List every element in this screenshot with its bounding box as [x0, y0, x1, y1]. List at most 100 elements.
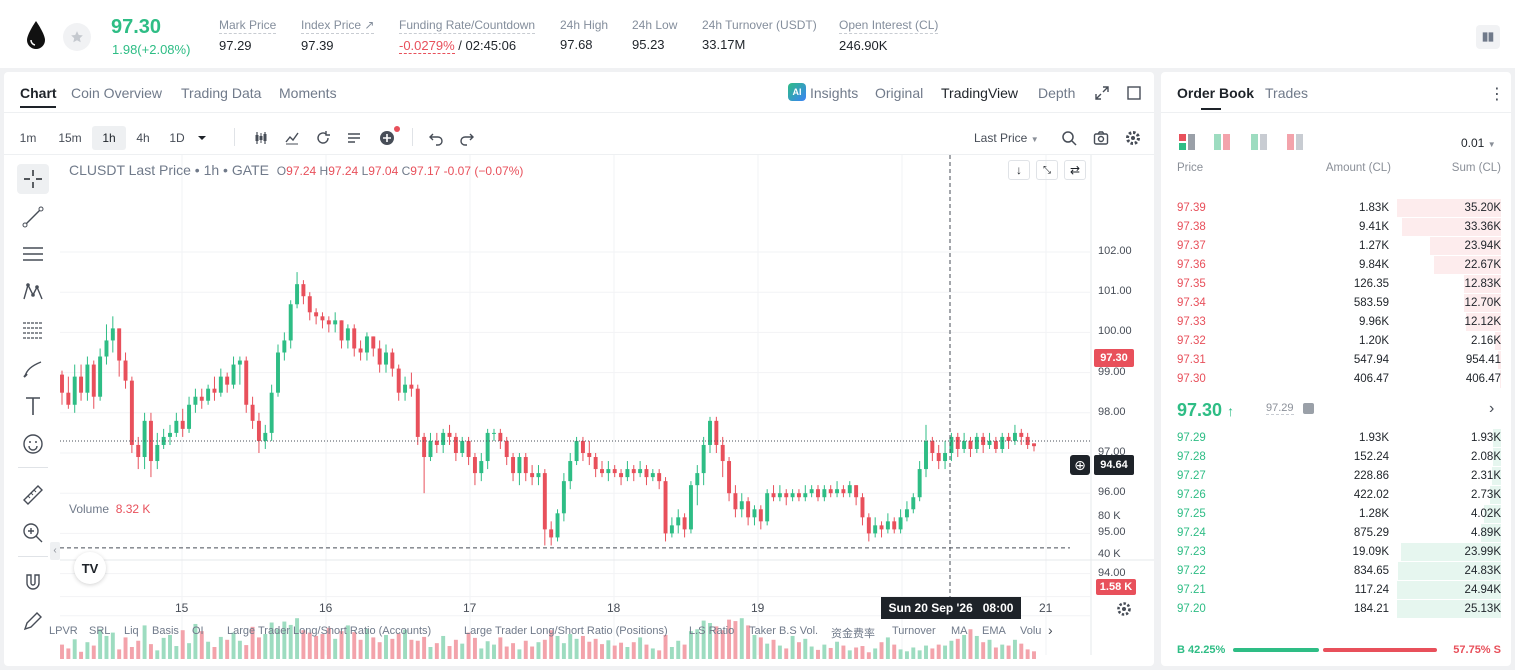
- tab-depth[interactable]: Depth: [1038, 85, 1076, 101]
- crosshair-tool[interactable]: [17, 164, 49, 194]
- favorite-star-icon[interactable]: [63, 23, 91, 51]
- collapse-toolbar-icon[interactable]: ‹: [50, 542, 60, 560]
- bid-row[interactable]: 97.29 1.93K 1.93K: [1177, 429, 1501, 448]
- timeframe-4h[interactable]: 4h: [136, 131, 150, 145]
- stat-label[interactable]: Index Price ↗: [301, 18, 375, 34]
- timeframe-1d[interactable]: 1D: [169, 131, 185, 145]
- tab-order-book[interactable]: Order Book: [1177, 85, 1255, 101]
- text-tool[interactable]: [17, 391, 49, 421]
- indicator-turnover[interactable]: Turnover: [892, 625, 936, 637]
- ask-row[interactable]: 97.36 9.84K 22.67K: [1177, 256, 1501, 275]
- bid-row[interactable]: 97.21 117.24 24.94K: [1177, 581, 1501, 600]
- price-type-select[interactable]: Last Price ▼: [974, 126, 1039, 152]
- indicator-srl[interactable]: SRL: [89, 625, 111, 637]
- tab-original[interactable]: Original: [875, 85, 924, 101]
- precision-select[interactable]: 0.01 ▼: [1461, 136, 1496, 150]
- add-indicator-icon[interactable]: [378, 129, 396, 147]
- ask-row[interactable]: 97.31 547.94 954.41: [1177, 351, 1501, 370]
- ask-row[interactable]: 97.32 1.20K 2.16K: [1177, 332, 1501, 351]
- indicators-icon[interactable]: [283, 129, 301, 147]
- chart-settings-icon[interactable]: [1116, 601, 1132, 617]
- bid-row[interactable]: 97.20 184.21 25.13K: [1177, 600, 1501, 619]
- fib-retracement-tool[interactable]: [17, 315, 49, 345]
- timeframe-1h[interactable]: 1h: [92, 126, 126, 150]
- timeframe-15m[interactable]: 15m: [58, 131, 82, 145]
- swap-icon[interactable]: ⇄: [1064, 160, 1086, 180]
- indicator-basis[interactable]: Basis: [152, 625, 179, 637]
- view-split-icon[interactable]: [1214, 134, 1230, 153]
- stat-label[interactable]: Open Interest (CL): [839, 18, 939, 34]
- ask-row[interactable]: 97.34 583.59 12.70K: [1177, 294, 1501, 313]
- ask-row[interactable]: 97.30 406.47 406.47: [1177, 370, 1501, 389]
- add-alert-icon[interactable]: ⊕: [1070, 455, 1090, 475]
- settings-gear-icon[interactable]: [1124, 129, 1142, 147]
- tradingview-logo[interactable]: TV: [74, 552, 106, 584]
- indicator-liq[interactable]: Liq: [124, 625, 139, 637]
- tab-trading-data[interactable]: Trading Data: [181, 85, 262, 101]
- indicator-ema[interactable]: EMA: [982, 625, 1006, 637]
- compare-icon[interactable]: [314, 129, 332, 147]
- horizontal-lines-tool[interactable]: [17, 239, 49, 269]
- zoom-in-icon[interactable]: [17, 518, 49, 548]
- ruler-tool[interactable]: [17, 480, 49, 510]
- bid-row[interactable]: 97.27 228.86 2.31K: [1177, 467, 1501, 486]
- more-options-icon[interactable]: ⋮: [1489, 86, 1505, 103]
- bid-row[interactable]: 97.22 834.65 24.83K: [1177, 562, 1501, 581]
- tab-chart[interactable]: Chart: [20, 85, 57, 101]
- brush-tool[interactable]: [17, 353, 49, 383]
- bid-row[interactable]: 97.26 422.02 2.73K: [1177, 486, 1501, 505]
- insights-button[interactable]: Insights: [810, 85, 859, 101]
- pattern-tool[interactable]: [17, 277, 49, 307]
- magnet-icon[interactable]: [17, 568, 49, 598]
- price-chart[interactable]: [4, 155, 1154, 666]
- expand-icon[interactable]: [1093, 84, 1111, 102]
- ask-row[interactable]: 97.37 1.27K 23.94K: [1177, 237, 1501, 256]
- search-icon[interactable]: [1060, 129, 1078, 147]
- window-icon[interactable]: [1125, 84, 1143, 102]
- volume-bar: [612, 645, 617, 659]
- book-icon[interactable]: [1476, 25, 1500, 49]
- pencil-lock-icon[interactable]: [17, 606, 49, 636]
- indicator-taker-bs-vol[interactable]: Taker B.S Vol.: [749, 625, 819, 637]
- view-bids-icon[interactable]: [1251, 134, 1267, 153]
- stat-label[interactable]: Mark Price: [219, 18, 277, 34]
- indicator-oi[interactable]: OI: [192, 625, 204, 637]
- indicator-ls-ratio[interactable]: L.S Ratio: [689, 625, 735, 637]
- bid-row[interactable]: 97.25 1.28K 4.02K: [1177, 505, 1501, 524]
- bid-row[interactable]: 97.24 875.29 4.89K: [1177, 524, 1501, 543]
- indicator-large-trader-accounts[interactable]: Large Trader Long/Short Ratio (Accounts): [227, 625, 432, 637]
- arrow-down-icon[interactable]: ↓: [1008, 160, 1030, 180]
- ask-row[interactable]: 97.38 9.41K 33.36K: [1177, 218, 1501, 237]
- trendline-tool[interactable]: [17, 202, 49, 232]
- template-icon[interactable]: [345, 129, 363, 147]
- indicator-large-trader-positions[interactable]: Large Trader Long/Short Ratio (Positions…: [464, 625, 668, 637]
- camera-icon[interactable]: [1092, 129, 1110, 147]
- tab-trades[interactable]: Trades: [1265, 85, 1309, 101]
- emoji-tool-icon[interactable]: [17, 429, 49, 459]
- candle-type-icon[interactable]: [252, 129, 270, 147]
- indicator-lpvr[interactable]: LPVR: [49, 625, 78, 637]
- candle-body: [225, 376, 230, 385]
- ask-row[interactable]: 97.33 9.96K 12.12K: [1177, 313, 1501, 332]
- view-asks-icon[interactable]: [1287, 134, 1303, 153]
- indicator-volume[interactable]: Volu: [1020, 625, 1042, 637]
- chevron-right-icon[interactable]: ›: [1048, 622, 1053, 638]
- indicator-funding-rate[interactable]: 资金费率: [831, 628, 875, 640]
- undo-icon[interactable]: [427, 129, 445, 147]
- ask-row[interactable]: 97.39 1.83K 35.20K: [1177, 199, 1501, 218]
- indicator-ma[interactable]: MA: [951, 625, 968, 637]
- timeframe-dropdown-icon[interactable]: [194, 130, 210, 146]
- tab-tradingview[interactable]: TradingView: [941, 85, 1019, 101]
- bid-row[interactable]: 97.23 19.09K 23.99K: [1177, 543, 1501, 562]
- redo-icon[interactable]: [458, 129, 476, 147]
- timeframe-1m[interactable]: 1m: [19, 131, 37, 145]
- chevron-right-icon[interactable]: ›: [1489, 400, 1495, 417]
- tab-coin-overview[interactable]: Coin Overview: [71, 85, 163, 101]
- collapse-icon[interactable]: ⤡: [1036, 160, 1058, 180]
- ask-row[interactable]: 97.35 126.35 12.83K: [1177, 275, 1501, 294]
- mid-price[interactable]: 97.30 ↑: [1177, 400, 1234, 421]
- bid-row[interactable]: 97.28 152.24 2.08K: [1177, 448, 1501, 467]
- tab-moments[interactable]: Moments: [279, 85, 337, 101]
- stat-label[interactable]: Funding Rate/Countdown: [399, 18, 536, 34]
- view-both-icon[interactable]: [1179, 134, 1195, 153]
